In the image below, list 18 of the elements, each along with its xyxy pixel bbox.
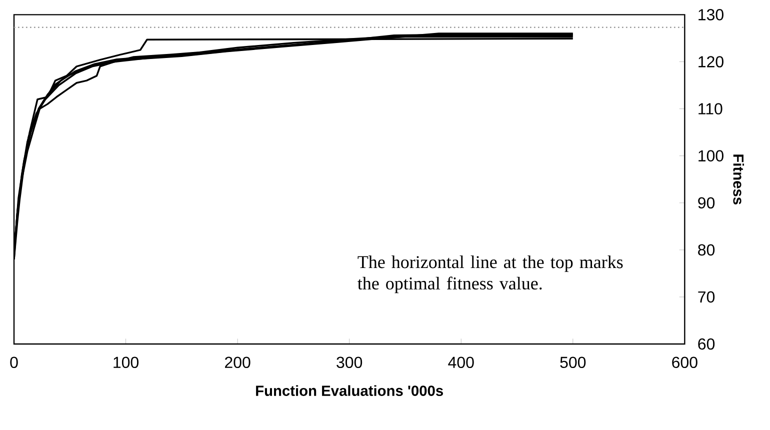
x-tick-label: 400 xyxy=(448,356,474,368)
x-tick-label: 200 xyxy=(225,356,250,368)
annotation: The horizontal line at the top marks the optimal fitness value. xyxy=(358,256,623,294)
y-tick-label: 70 xyxy=(698,291,715,303)
y-tick-label: 60 xyxy=(698,338,715,350)
x-tick-label: 600 xyxy=(672,356,698,368)
x-tick-label: 500 xyxy=(560,356,586,368)
x-tick-label: 100 xyxy=(114,356,139,368)
y-tick-label: 100 xyxy=(698,150,724,162)
y-axis-title: Fitness xyxy=(733,154,744,204)
x-tick-label: 300 xyxy=(336,356,362,368)
y-tick-label: 110 xyxy=(698,103,722,114)
x-axis-title: Function Evaluations '000s xyxy=(256,385,443,396)
y-tick-label: 90 xyxy=(698,197,715,209)
y-tick-label: 80 xyxy=(698,244,715,256)
y-tick-label: 120 xyxy=(698,56,724,68)
y-tick-label: 130 xyxy=(698,9,724,20)
x-tick-label: 0 xyxy=(10,356,18,368)
